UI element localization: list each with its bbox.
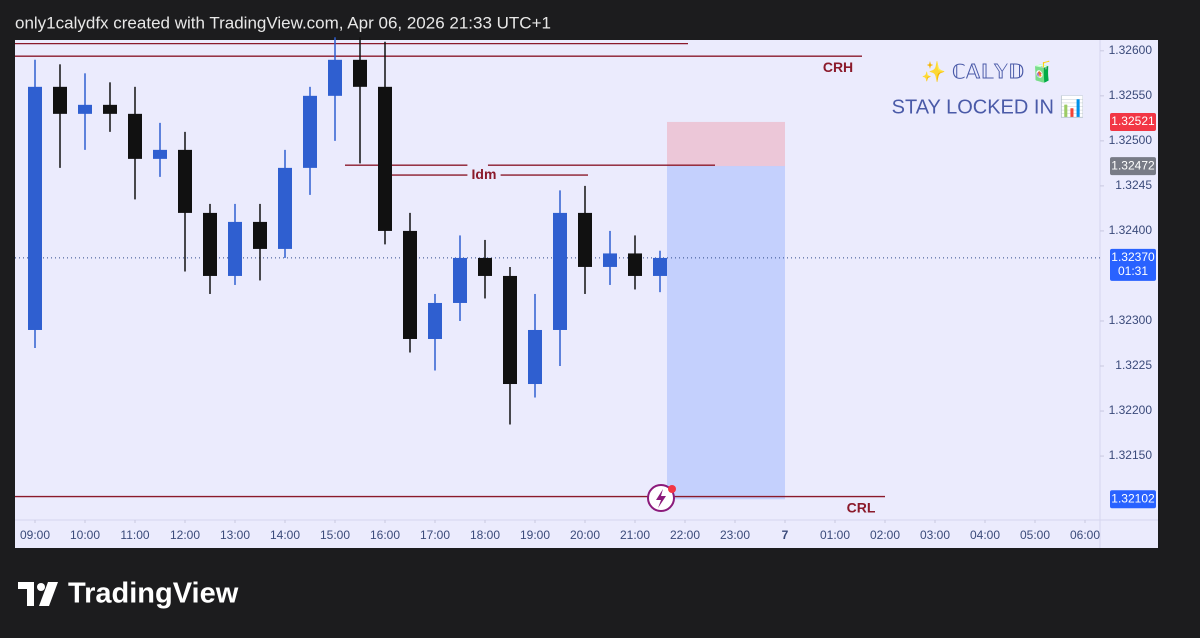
level-label: CRL bbox=[847, 499, 876, 515]
x-tick-label: 10:00 bbox=[70, 528, 100, 542]
y-tick-label: 1.32300 bbox=[1109, 313, 1153, 327]
price-label-box bbox=[1110, 157, 1156, 176]
x-tick-label: 19:00 bbox=[520, 528, 550, 542]
x-tick-label: 7 bbox=[782, 528, 789, 542]
y-tick-label: 1.32150 bbox=[1109, 448, 1153, 462]
candle-body bbox=[353, 59, 367, 87]
candle-body bbox=[278, 167, 292, 249]
level-label: Idm bbox=[472, 166, 497, 182]
x-tick-label: 13:00 bbox=[220, 528, 250, 542]
x-tick-label: 22:00 bbox=[670, 528, 700, 542]
candle-body bbox=[503, 275, 517, 385]
x-tick-label: 05:00 bbox=[1020, 528, 1050, 542]
candle-body bbox=[178, 149, 192, 213]
watermark-line2: STAY LOCKED IN 📊 bbox=[892, 94, 1085, 118]
x-tick-label: 15:00 bbox=[320, 528, 350, 542]
candle-body bbox=[403, 230, 417, 339]
x-tick-label: 23:00 bbox=[720, 528, 750, 542]
candle-body bbox=[203, 212, 217, 276]
position-target-zone bbox=[667, 166, 785, 500]
x-tick-label: 04:00 bbox=[970, 528, 1000, 542]
candle-body bbox=[103, 104, 117, 114]
candle-body bbox=[453, 257, 467, 303]
x-tick-label: 11:00 bbox=[120, 528, 149, 542]
price-label: 1.32102 bbox=[1111, 491, 1155, 505]
x-tick-label: 20:00 bbox=[570, 528, 600, 542]
candle-body bbox=[428, 302, 442, 339]
current-price-box bbox=[1110, 248, 1156, 281]
candle-body bbox=[253, 221, 267, 249]
candle-body bbox=[228, 221, 242, 276]
candle-body bbox=[303, 95, 317, 168]
candle-body bbox=[478, 257, 492, 276]
y-tick-label: 1.32500 bbox=[1109, 133, 1153, 147]
candle-body bbox=[553, 212, 567, 330]
footer-brand: TradingView bbox=[68, 578, 239, 610]
y-tick-label: 1.32200 bbox=[1109, 403, 1153, 417]
y-tick-label: 1.32550 bbox=[1109, 88, 1153, 102]
x-tick-label: 09:00 bbox=[20, 528, 50, 542]
y-tick-label: 1.32600 bbox=[1109, 43, 1153, 57]
candle-body bbox=[28, 86, 42, 330]
x-tick-label: 02:00 bbox=[870, 528, 900, 542]
header-text: only1calydfx created with TradingView.co… bbox=[15, 13, 551, 32]
y-tick-label: 1.3245 bbox=[1115, 178, 1152, 192]
candle-body bbox=[578, 212, 592, 267]
candle-body bbox=[653, 257, 667, 276]
chart-panel bbox=[15, 40, 1158, 548]
candle-body bbox=[378, 86, 392, 231]
alert-icon[interactable] bbox=[647, 484, 676, 512]
price-label: 1.32521 bbox=[1111, 114, 1155, 128]
price-label-box bbox=[1110, 490, 1156, 509]
countdown-label: 01:31 bbox=[1118, 264, 1148, 278]
candle-body bbox=[628, 253, 642, 276]
current-price-label: 1.32370 bbox=[1111, 250, 1155, 264]
watermark-line1: ✨ ℂ𝔸𝕃𝕐𝔻 🧃 bbox=[921, 59, 1054, 83]
position-stop-zone bbox=[667, 121, 785, 167]
x-tick-label: 03:00 bbox=[920, 528, 950, 542]
candle-body bbox=[78, 104, 92, 114]
x-tick-label: 06:00 bbox=[1070, 528, 1100, 542]
x-tick-label: 17:00 bbox=[420, 528, 450, 542]
plot: 1.32600 1.32550 1.32500 1.3245 1.32400 1.3230… bbox=[15, 37, 1156, 542]
x-tick-label: 18:00 bbox=[470, 528, 500, 542]
candle-body bbox=[528, 329, 542, 385]
y-tick-label: 1.3225 bbox=[1115, 358, 1152, 372]
x-tick-label: 12:00 bbox=[170, 528, 200, 542]
x-tick-label: 21:00 bbox=[620, 528, 650, 542]
price-label: 1.32472 bbox=[1111, 158, 1155, 172]
candle-body bbox=[328, 59, 342, 96]
x-tick-label: 01:00 bbox=[820, 528, 850, 542]
price-label-box bbox=[1110, 112, 1156, 131]
candle-body bbox=[153, 149, 167, 159]
candle-body bbox=[128, 113, 142, 159]
x-tick-label: 16:00 bbox=[370, 528, 400, 542]
level-label: CRH bbox=[823, 59, 853, 75]
footer-logo bbox=[18, 582, 58, 606]
candle-body bbox=[603, 253, 617, 267]
x-tick-label: 14:00 bbox=[270, 528, 300, 542]
candle-body bbox=[53, 86, 67, 114]
y-tick-label: 1.32400 bbox=[1109, 223, 1153, 237]
